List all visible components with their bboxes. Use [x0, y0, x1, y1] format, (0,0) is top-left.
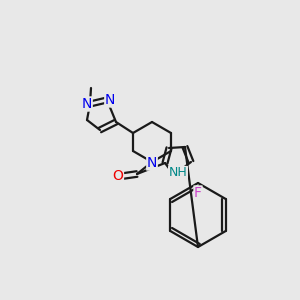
Text: NH: NH	[169, 167, 188, 179]
Text: N: N	[147, 156, 157, 170]
Text: F: F	[194, 186, 202, 200]
Text: O: O	[112, 169, 123, 183]
Text: N: N	[105, 93, 115, 107]
Text: N: N	[82, 97, 92, 111]
